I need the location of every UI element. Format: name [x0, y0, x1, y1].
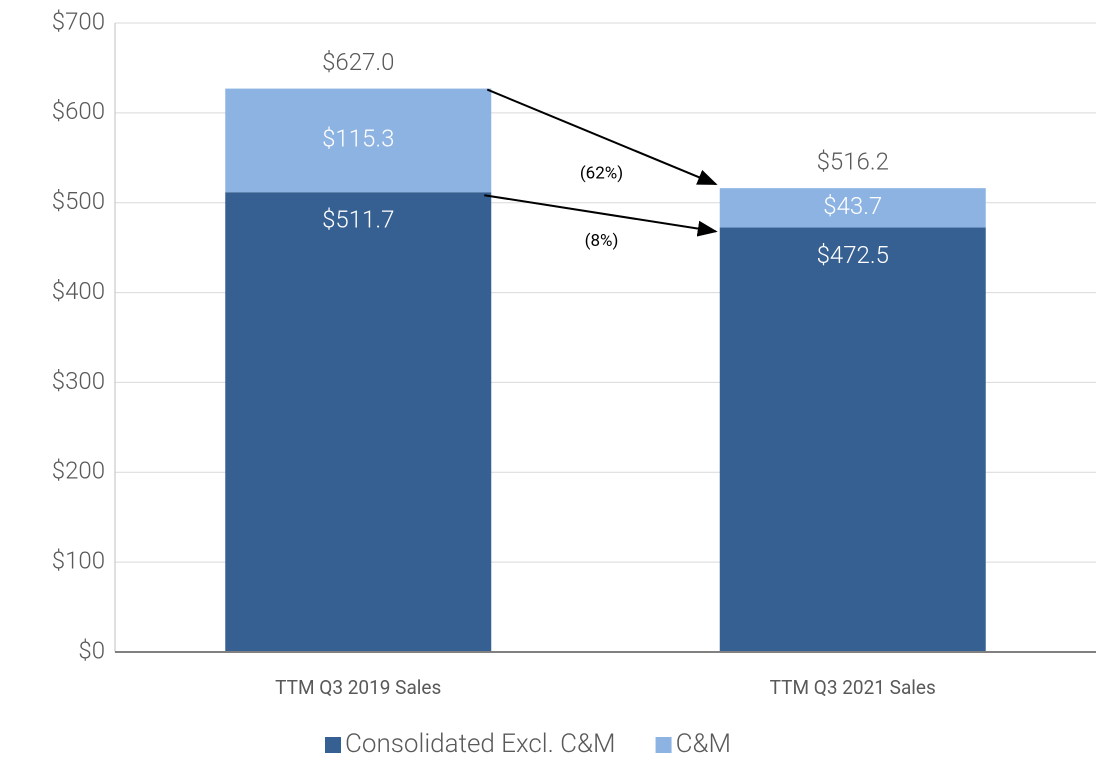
x-tick-label: TTM Q3 2021 Sales	[770, 676, 936, 699]
legend-label: C&M	[676, 729, 731, 758]
bar-segment	[225, 88, 492, 193]
annotation: (62%)	[580, 164, 623, 184]
data-label: $43.7	[823, 192, 882, 220]
total-label: $627.0	[322, 48, 394, 76]
bar-segment	[225, 192, 492, 653]
arrow	[484, 194, 718, 237]
y-tick-label: $0	[78, 636, 105, 664]
data-label: $472.5	[817, 241, 889, 269]
total-label: $516.2	[817, 148, 889, 176]
y-tick-label: $400	[52, 277, 105, 305]
y-tick-label: $700	[52, 7, 105, 35]
y-tick-label: $500	[52, 187, 105, 215]
y-tick-label: $300	[52, 367, 105, 395]
x-tick-label: TTM Q3 2019 Sales	[275, 676, 441, 699]
y-tick-label: $100	[52, 546, 105, 574]
y-tick-label: $600	[52, 97, 105, 125]
data-label: $511.7	[322, 206, 394, 234]
legend-swatch	[655, 737, 672, 753]
bar-segment	[719, 188, 986, 228]
legend-swatch	[325, 737, 341, 753]
legend-label: Consolidated Excl. C&M	[345, 729, 616, 758]
arrow	[486, 88, 718, 186]
data-label: $115.3	[322, 125, 394, 153]
annotation: (8%)	[585, 231, 619, 251]
y-tick-label: $200	[52, 457, 105, 485]
bar-segment	[719, 227, 986, 653]
